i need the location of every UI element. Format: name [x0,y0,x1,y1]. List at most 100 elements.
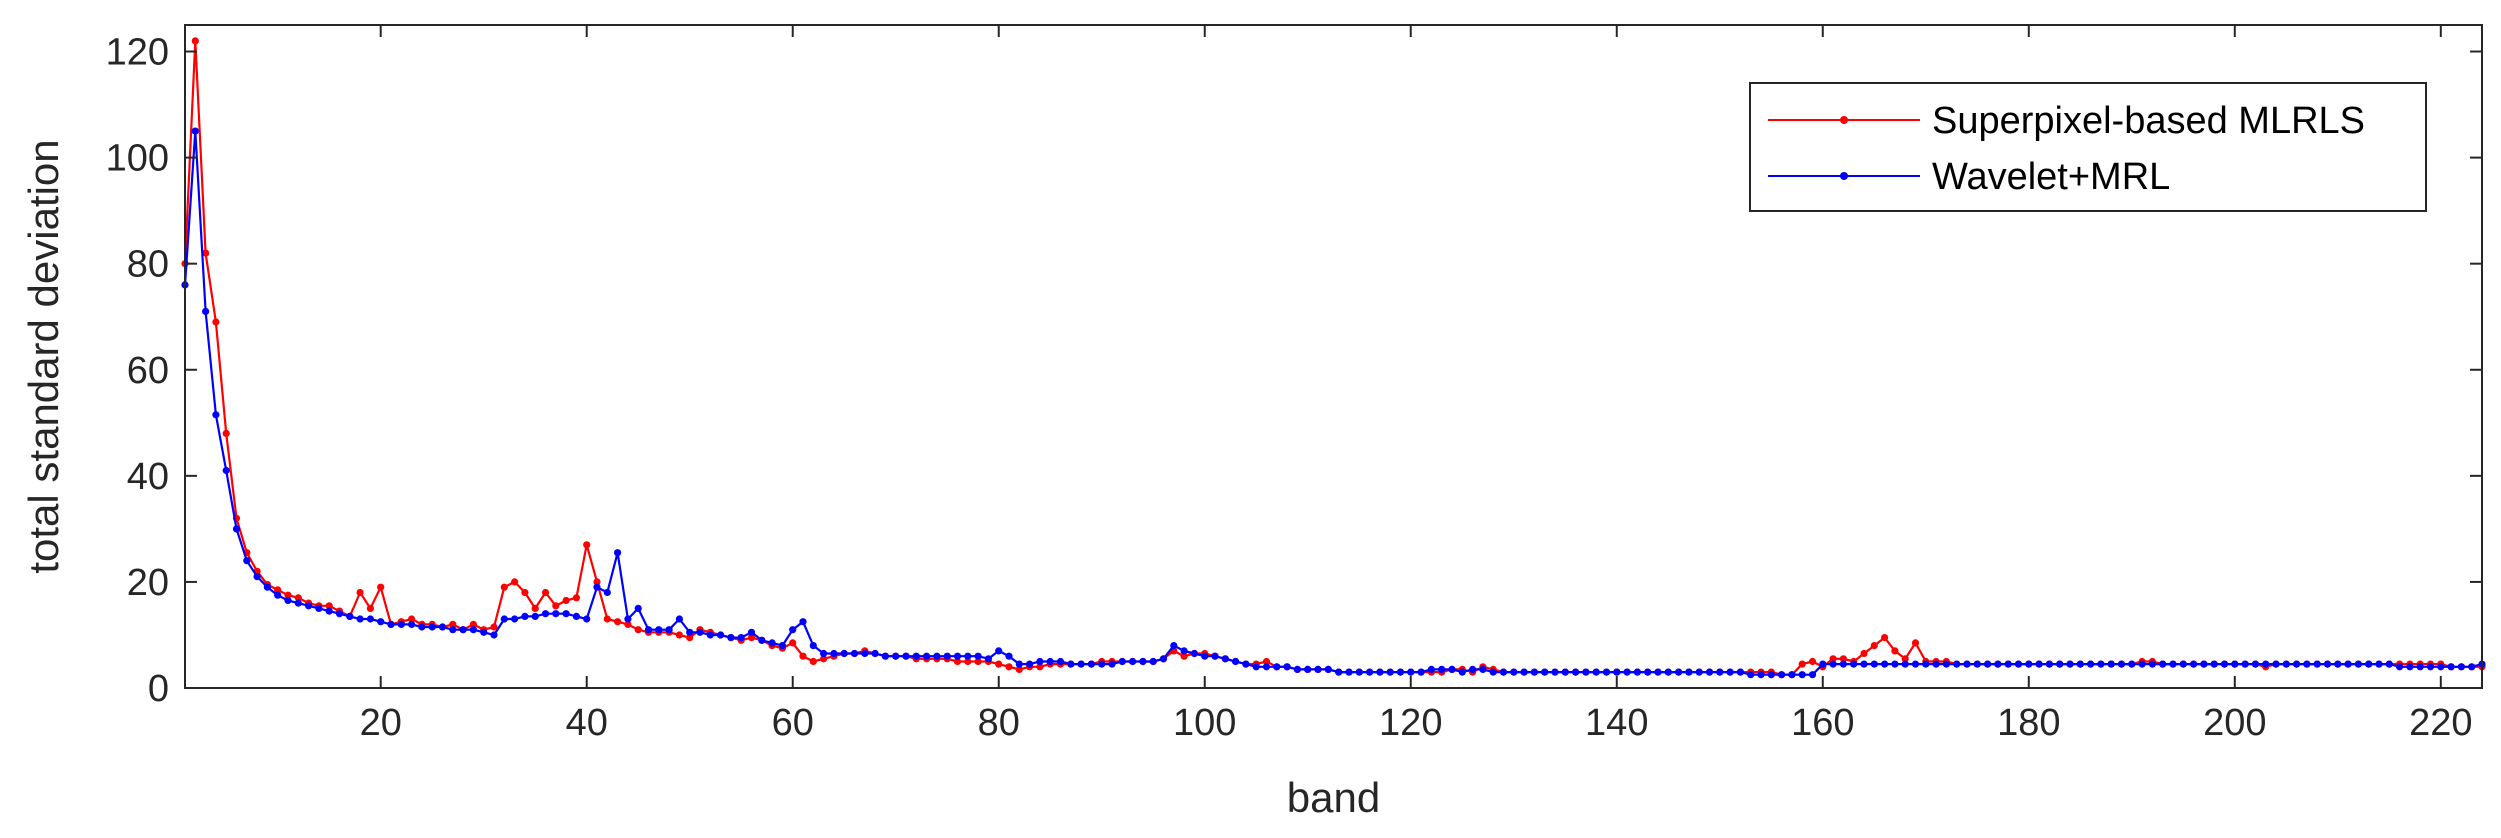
data-point-wavelet [408,620,416,629]
data-point-wavelet [1850,660,1858,668]
data-point-wavelet [2385,660,2393,668]
data-point-superpixel [325,602,333,610]
x-tick-label: 80 [978,702,1020,744]
data-point-wavelet [2107,660,2115,668]
x-tick-label: 160 [1791,702,1854,744]
y-axis-label: total standard deviation [20,139,67,573]
data-point-superpixel [366,604,374,613]
data-point-superpixel [1829,655,1837,663]
legend-entry-wavelet: Wavelet+MRL [1932,156,2170,198]
data-point-wavelet [2210,660,2218,668]
data-point-wavelet [995,647,1003,655]
data-point-superpixel [294,594,302,602]
data-point-superpixel [809,657,817,666]
data-point-wavelet [212,411,220,419]
data-point-wavelet [1602,668,1611,676]
y-tick-label: 100 [106,138,169,180]
data-point-wavelet [1242,660,1250,668]
data-point-wavelet [1262,663,1271,671]
data-point-wavelet [1077,660,1085,668]
data-point-wavelet [1396,668,1405,676]
data-point-wavelet [2056,660,2064,668]
data-point-wavelet [191,127,199,135]
x-tick-label: 120 [1379,702,1442,744]
data-point-wavelet [2117,660,2126,668]
data-point-superpixel [1015,665,1023,674]
axes-frame [184,24,2483,689]
data-point-wavelet [1407,668,1415,676]
data-point-wavelet [2231,660,2239,668]
data-point-wavelet [1427,665,1435,674]
data-point-wavelet [1829,660,1837,668]
data-point-wavelet [2272,660,2280,668]
data-point-wavelet [624,615,632,623]
data-point-wavelet [2375,660,2383,668]
data-point-wavelet [1005,652,1013,660]
data-point-wavelet [1736,668,1744,676]
data-point-superpixel [1881,634,1889,642]
data-point-superpixel [614,618,622,626]
data-point-wavelet [1304,665,1312,674]
data-point-wavelet [1201,652,1209,660]
data-point-wavelet [356,615,364,623]
data-point-wavelet [377,618,385,626]
data-point-wavelet [2087,660,2095,668]
data-point-wavelet [1675,668,1683,676]
data-point-superpixel [686,634,694,642]
data-point-wavelet [686,628,694,636]
data-point-wavelet [2396,663,2404,671]
data-point-wavelet [706,631,714,639]
data-point-wavelet [1345,668,1353,676]
data-point-wavelet [1901,660,1909,668]
data-point-superpixel [562,596,570,605]
data-point-wavelet [799,618,807,626]
data-point-wavelet [284,596,292,605]
data-point-wavelet [1469,665,1477,674]
data-point-wavelet [1108,660,1116,668]
data-point-wavelet [2179,660,2187,668]
data-point-wavelet [1015,660,1023,668]
data-point-wavelet [1860,660,1868,668]
data-point-wavelet [1932,660,1940,668]
data-point-wavelet [1221,655,1229,663]
data-point-wavelet [912,652,920,660]
data-point-wavelet [1324,665,1332,674]
data-point-wavelet [1788,671,1796,679]
data-point-superpixel [500,583,508,591]
data-point-wavelet [1046,657,1054,666]
data-point-superpixel [603,615,611,623]
data-point-wavelet [675,615,684,623]
data-point-wavelet [397,620,405,629]
x-tick-label: 140 [1585,702,1648,744]
data-point-superpixel [1180,652,1188,660]
data-point-wavelet [933,652,941,660]
data-point-wavelet [2344,660,2352,668]
data-point-wavelet [2169,660,2177,668]
data-point-wavelet [2303,660,2311,668]
data-point-wavelet [1922,660,1930,668]
data-point-wavelet [2354,660,2362,668]
data-point-superpixel [212,318,220,326]
data-point-wavelet [1664,668,1672,676]
data-point-wavelet [696,628,704,636]
data-point-wavelet [1582,668,1590,676]
data-point-wavelet [1623,668,1631,676]
data-point-superpixel [747,634,756,642]
data-point-wavelet [1499,668,1508,676]
data-point-wavelet [1881,660,1889,668]
legend: Superpixel-based MLRLS Wavelet+MRL [1749,82,2427,212]
data-point-wavelet [1520,668,1528,676]
data-point-wavelet [335,610,344,618]
data-point-wavelet [1314,665,1322,674]
data-point-wavelet [1159,655,1168,663]
data-point-superpixel [356,588,364,597]
data-point-wavelet [871,649,879,658]
y-tick-label: 60 [127,350,169,392]
data-point-wavelet [294,599,302,607]
data-point-wavelet [1149,657,1157,666]
data-point-wavelet [1458,668,1466,676]
data-point-wavelet [2035,660,2043,668]
data-point-wavelet [2365,660,2373,668]
data-point-wavelet [1139,657,1147,666]
